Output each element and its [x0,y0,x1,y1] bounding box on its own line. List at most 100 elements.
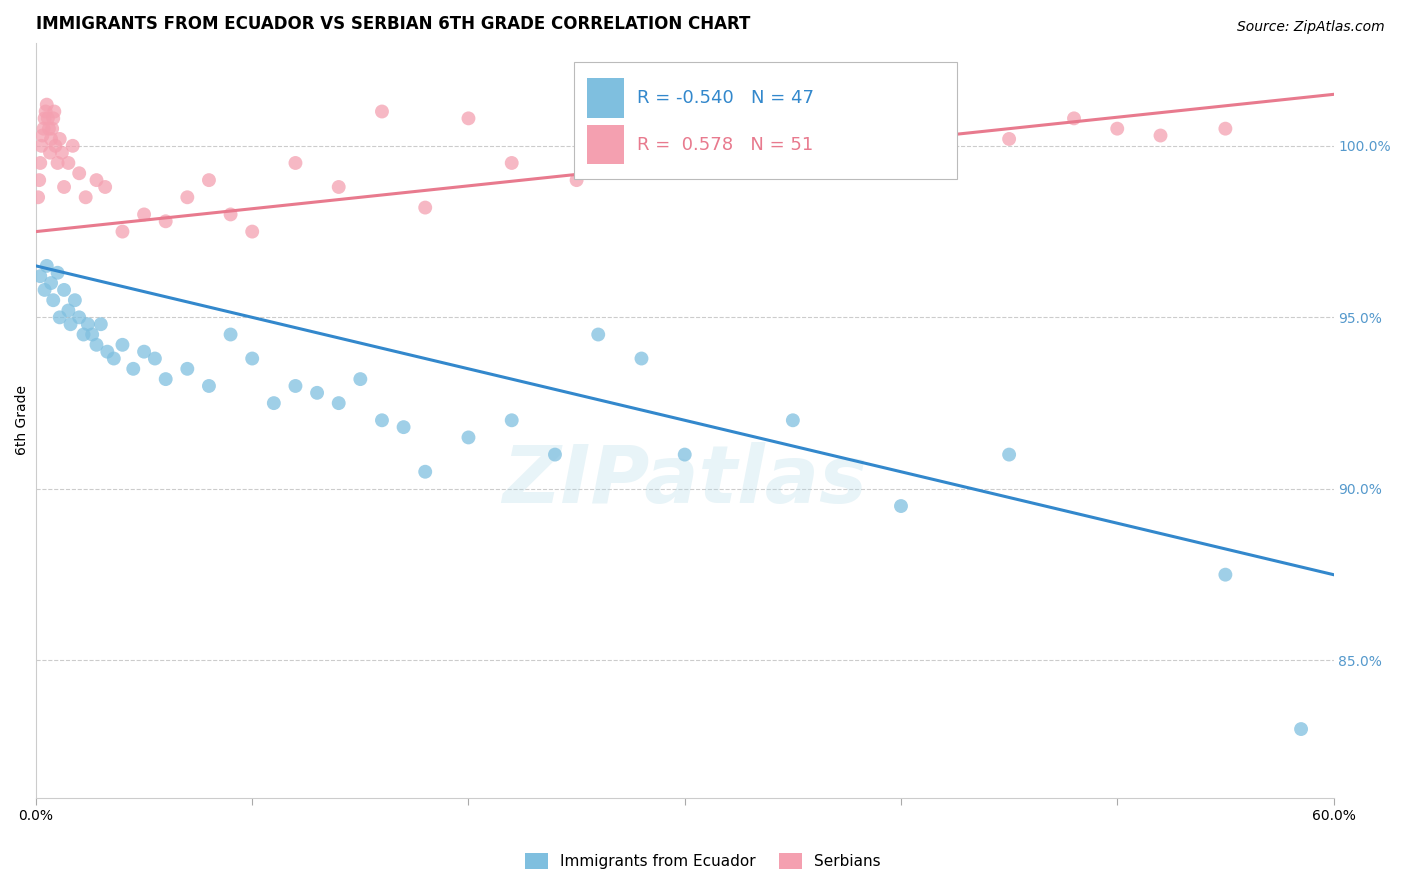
Point [501,156,523,170]
Point [155,372,177,386]
Point [413,201,436,215]
Y-axis label: 6th Grade: 6th Grade [15,385,30,455]
Point [413,465,436,479]
Point [34,104,56,119]
Point [38,121,60,136]
Point [86,338,108,352]
Point [1215,567,1237,582]
Point [176,190,198,204]
Point [30,269,52,284]
Point [371,413,394,427]
Point [1107,121,1129,136]
Point [58,303,80,318]
Point [82,327,104,342]
Point [349,372,371,386]
Point [782,413,804,427]
Point [37,112,59,126]
Text: Source: ZipAtlas.com: Source: ZipAtlas.com [1237,20,1385,34]
Point [48,310,70,325]
Point [371,104,394,119]
Point [586,327,609,342]
Point [31,128,53,143]
Point [132,207,155,221]
Point [35,97,58,112]
Point [42,293,65,308]
Point [35,259,58,273]
Point [76,317,98,331]
FancyBboxPatch shape [575,62,957,178]
Point [934,104,956,119]
Point [565,173,588,187]
Point [122,361,145,376]
Point [86,173,108,187]
Point [132,344,155,359]
Point [111,338,134,352]
Point [630,138,652,153]
Point [41,121,63,136]
Point [284,156,307,170]
FancyBboxPatch shape [588,125,624,164]
Point [53,283,76,297]
Text: R =  0.578   N = 51: R = 0.578 N = 51 [637,136,813,153]
Point [544,448,567,462]
Point [39,132,62,146]
Point [155,214,177,228]
Point [42,112,65,126]
Point [1149,128,1171,143]
Point [1289,722,1312,736]
Point [59,317,82,331]
Point [1215,121,1237,136]
Point [198,379,221,393]
Point [782,112,804,126]
Point [94,180,117,194]
Point [67,166,90,180]
Point [39,276,62,290]
Text: IMMIGRANTS FROM ECUADOR VS SERBIAN 6TH GRADE CORRELATION CHART: IMMIGRANTS FROM ECUADOR VS SERBIAN 6TH G… [37,15,751,33]
Point [457,112,479,126]
Point [998,132,1021,146]
Point [284,379,307,393]
Point [630,351,652,366]
Point [28,173,51,187]
Point [240,225,263,239]
Point [46,156,69,170]
Point [219,327,242,342]
Point [34,283,56,297]
Point [27,190,49,204]
Point [90,317,112,331]
Point [63,293,86,308]
Point [1063,112,1085,126]
Point [176,361,198,376]
Point [39,145,62,160]
Point [46,266,69,280]
Point [890,121,912,136]
Point [328,180,350,194]
Point [673,448,696,462]
Point [44,138,66,153]
Point [62,138,84,153]
Point [30,156,52,170]
Point [219,207,242,221]
Point [51,145,73,160]
Point [240,351,263,366]
Point [501,413,523,427]
Point [457,430,479,444]
Point [111,225,134,239]
Text: R = -0.540   N = 47: R = -0.540 N = 47 [637,89,814,107]
Point [30,138,52,153]
Point [67,310,90,325]
Point [96,344,118,359]
Point [890,499,912,513]
Point [673,121,696,136]
Point [48,132,70,146]
Legend: Immigrants from Ecuador, Serbians: Immigrants from Ecuador, Serbians [519,847,887,875]
Point [263,396,285,410]
Point [75,190,97,204]
Point [44,104,66,119]
Point [53,180,76,194]
FancyBboxPatch shape [588,78,624,118]
Text: ZIPatlas: ZIPatlas [502,442,868,520]
Point [34,112,56,126]
Point [998,448,1021,462]
Point [72,327,94,342]
